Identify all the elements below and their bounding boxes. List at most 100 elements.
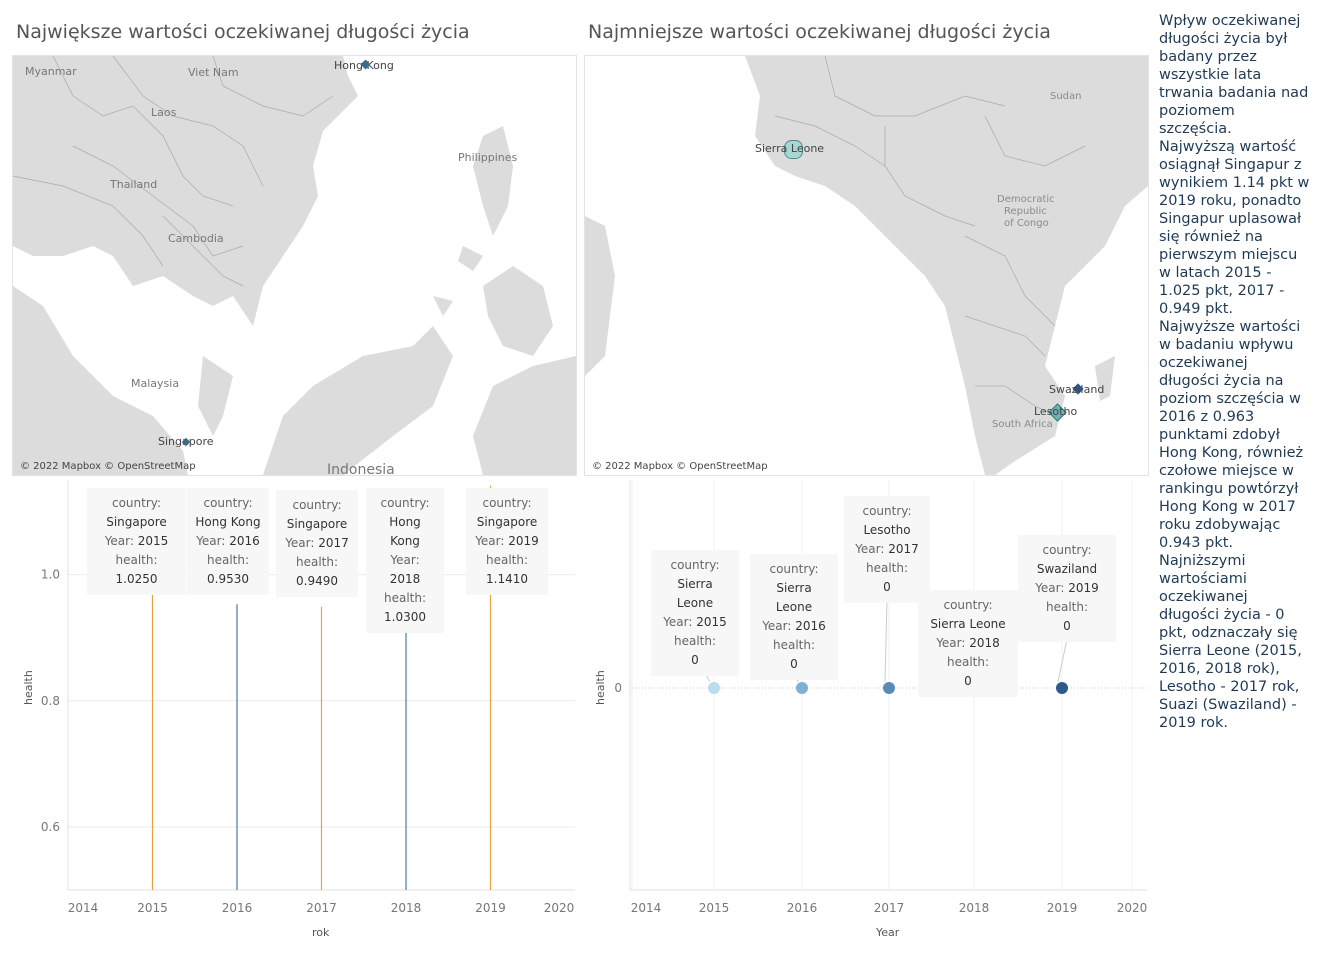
map-land: [13, 56, 576, 475]
map-label-indonesia: Indonesia: [327, 462, 395, 476]
x-tick-label: 2019: [1047, 901, 1078, 915]
x-tick-label: 2015: [699, 901, 730, 915]
tooltip-health-value: 0: [691, 653, 699, 667]
tooltip-health-value: 0: [883, 580, 891, 594]
tooltip-year: Year: 2018: [926, 634, 1010, 653]
tooltip: country: Hong Kong Year: 2016 health: 0.9530: [187, 488, 269, 595]
tooltip-country-label: country:: [862, 504, 912, 518]
map-label-myanmar: Myanmar: [25, 65, 77, 78]
tooltip-year: Year: 2017: [852, 540, 922, 559]
tooltip-country-label: country:: [1042, 543, 1092, 557]
lowest-health-chart: 2014 2015 2016 2017 2018 2019 2020 0 health Yea…: [584, 480, 1154, 950]
tooltip-year-label: Year:: [475, 534, 509, 548]
tooltip-year-label: Year:: [762, 619, 796, 633]
tooltip: country: Lesotho Year: 2017 health: 0: [844, 496, 930, 603]
y-tick-label: 0.8: [41, 694, 60, 708]
tooltip-health-value: 0.9530: [207, 572, 249, 586]
highest-health-plot: 0.6 0.8 1.0 2014 2015 2016 2017 2018 2019 2020: [41, 480, 575, 915]
tooltip-country-label: country:: [943, 598, 993, 612]
tooltip-year-label: Year:: [196, 534, 230, 548]
x-tick-label: 2018: [959, 901, 990, 915]
point-2017: [883, 682, 895, 694]
tooltip-year-value: 2016: [795, 619, 826, 633]
y-axis-label: health: [594, 670, 607, 705]
tooltip-year: Year: 2015: [659, 613, 731, 632]
tooltip-year-value: 2018: [389, 572, 421, 586]
tooltip: country: Sierra Leone Year: 2015 health: 0: [651, 550, 739, 676]
x-tick-label: 2016: [787, 901, 818, 915]
map-attribution: © 2022 Mapbox © OpenStreetMap: [592, 461, 768, 472]
tooltip-health-value: 0: [790, 657, 798, 671]
tooltip-country-value: Hong Kong: [195, 515, 261, 529]
tooltip-leader: [1057, 638, 1068, 683]
tooltip-health-label: health:: [485, 553, 529, 567]
map-label-swaziland: Swaziland: [1049, 383, 1105, 396]
tooltip-country-label: country:: [670, 558, 720, 572]
tooltip-health-label: health:: [1045, 600, 1089, 614]
tooltip-year-value: 2017: [888, 542, 919, 556]
tooltip-year-label: Year:: [104, 534, 138, 548]
map-label-democratic: Democratic: [997, 194, 1055, 205]
tooltip-health-label: health:: [865, 561, 909, 575]
x-tick-label: 2014: [631, 901, 662, 915]
tooltip-year-label: Year:: [855, 542, 889, 556]
tooltip-country-label: country:: [203, 496, 253, 510]
x-tick-label: 2018: [391, 901, 422, 915]
tooltip-health-label: health:: [115, 553, 158, 567]
map-label-thailand: Thailand: [110, 178, 158, 191]
x-tick-label: 2015: [137, 901, 168, 915]
y-axis-label: health: [22, 670, 35, 705]
tooltip-health-value: 1.0250: [115, 572, 158, 586]
tooltip-country-value: Sierra Leone: [775, 581, 813, 614]
tooltip-country-value: Sierra Leone: [676, 577, 714, 610]
tooltip-country-label: country:: [482, 496, 532, 510]
tooltip: country: Sierra Leone Year: 2016 health: 0: [750, 554, 838, 680]
point-2019: [1056, 682, 1068, 694]
x-tick-label: 2020: [544, 901, 575, 915]
tooltip-leader: [884, 599, 888, 683]
map-label-sudan: Sudan: [1050, 91, 1082, 102]
map-attribution: © 2022 Mapbox © OpenStreetMap: [20, 461, 196, 472]
x-tick-label: 2017: [874, 901, 905, 915]
tooltip: country: Sierra Leone Year: 2018 health: 0: [918, 590, 1018, 697]
map-africa[interactable]: Sudan Sierra Leone Democratic Republic o…: [584, 55, 1149, 476]
y-tick-label: 0: [614, 681, 622, 695]
tooltip-health-value: 1.1410: [486, 572, 528, 586]
tooltip: country: Singapore Year: 2017 health: 0.9490: [276, 490, 358, 597]
x-axis-label: rok: [312, 926, 330, 939]
tooltip-year-value: 2019: [508, 534, 539, 548]
x-tick-label: 2020: [1117, 901, 1148, 915]
tooltip-year-value: 2015: [696, 615, 727, 629]
tooltip-country-label: country:: [769, 562, 819, 576]
tooltip-year: Year: 2015: [95, 532, 178, 551]
tooltip-country-label: country:: [111, 496, 162, 510]
tooltip: country: Swaziland Year: 2019 health: 0: [1018, 535, 1116, 642]
tooltip-health-value: 1.0300: [384, 610, 426, 624]
map-land: [585, 56, 1148, 475]
description-text: Wpływ oczekiwanej długości życia był bad…: [1159, 13, 1310, 731]
tooltip-year: Year: 2017: [284, 534, 350, 553]
map-label-republic: Republic: [1004, 206, 1047, 217]
map-southeast-asia[interactable]: Myanmar Viet Nam Hong Kong Laos Philippi…: [12, 55, 577, 476]
map-label-south-africa: South Africa: [992, 419, 1053, 430]
point-2016: [796, 682, 808, 694]
tooltip-country-value: Lesotho: [863, 523, 911, 537]
tooltip-health-label: health:: [206, 553, 250, 567]
tooltip-health-label: health:: [946, 655, 990, 669]
tooltip-year: Year: 2016: [758, 617, 830, 636]
map-label-laos: Laos: [151, 106, 177, 119]
tooltip-year-value: 2018: [969, 636, 1000, 650]
tooltip-country-label: country:: [380, 496, 430, 510]
tooltip-year: Year: 2018: [374, 551, 436, 589]
tooltip-year-label: Year:: [1035, 581, 1069, 595]
right-chart-title: Najmniejsze wartości oczekiwanej długośc…: [588, 21, 1051, 43]
map-mark-sierra-leone[interactable]: [784, 140, 803, 159]
tooltip-country-value: Swaziland: [1036, 562, 1098, 576]
tooltip-year-value: 2017: [318, 536, 349, 550]
y-tick-label: 1.0: [41, 568, 60, 582]
map-label-cambodia: Cambodia: [168, 232, 224, 245]
tooltip: country: Singapore Year: 2015 health: 1.0250: [87, 488, 186, 595]
tooltip-country-value: Hong Kong: [389, 515, 421, 548]
tooltip-health-label: health:: [383, 591, 427, 605]
tooltip-year: Year: 2016: [195, 532, 261, 551]
